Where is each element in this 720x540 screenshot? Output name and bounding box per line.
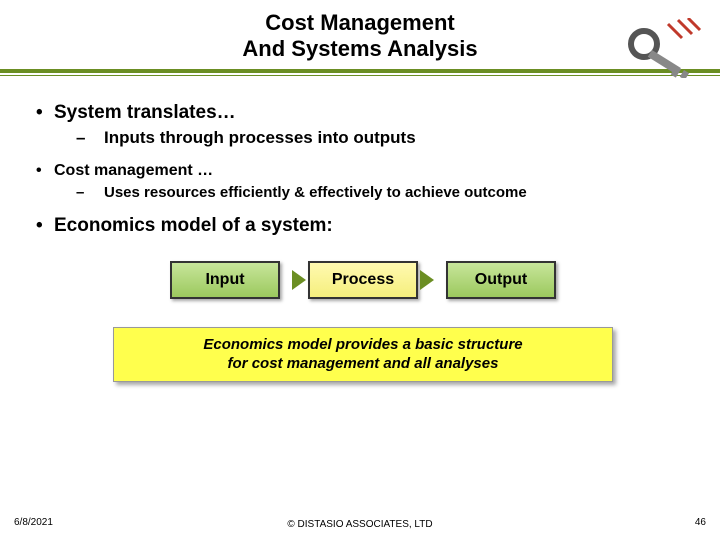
diagram-output-label: Output — [475, 271, 527, 288]
content-area: •System translates… –Inputs through proc… — [0, 76, 720, 383]
diagram-input-label: Input — [205, 271, 244, 288]
bullet-economics-model: •Economics model of a system: — [36, 215, 690, 237]
bullet-uses-resources: –Uses resources efficiently & effectivel… — [76, 184, 690, 201]
bullet-2-sub-text: Uses resources efficiently & effectively… — [104, 184, 527, 201]
arrow-icon — [292, 270, 306, 290]
footer-page-number: 46 — [695, 517, 706, 528]
title-underline — [0, 69, 720, 76]
note-box: Economics model provides a basic structu… — [113, 327, 613, 383]
bullet-cost-management: •Cost management … — [36, 162, 690, 180]
title-line-1: Cost Management — [0, 10, 720, 36]
footer-date: 6/8/2021 — [14, 517, 53, 528]
note-line-1: Economics model provides a basic structu… — [126, 336, 600, 355]
diagram-process-box: Process — [308, 261, 418, 299]
bullet-2-text: Cost management … — [54, 162, 213, 179]
diagram-output-box: Output — [446, 261, 556, 299]
diagram-input-box: Input — [170, 261, 280, 299]
title-line-2: And Systems Analysis — [0, 36, 720, 62]
process-diagram: Input Process Output — [36, 261, 690, 299]
bullet-3-text: Economics model of a system: — [54, 215, 333, 236]
bullet-system-translates: •System translates… — [36, 102, 690, 124]
key-icon — [622, 18, 702, 78]
footer-copyright: © DISTASIO ASSOCIATES, LTD — [287, 519, 432, 530]
arrow-icon — [420, 270, 434, 290]
bullet-1-sub-text: Inputs through processes into outputs — [104, 128, 416, 147]
bullet-inputs-through: –Inputs through processes into outputs — [76, 128, 690, 148]
note-line-2: for cost management and all analyses — [126, 355, 600, 374]
diagram-process-label: Process — [332, 271, 394, 288]
bullet-1-text: System translates… — [54, 102, 236, 123]
slide-title: Cost Management And Systems Analysis — [0, 0, 720, 63]
